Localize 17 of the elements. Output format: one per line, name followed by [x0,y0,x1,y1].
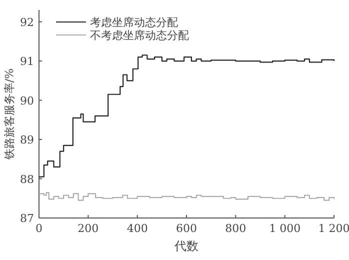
y-tick-label: 90 [20,94,34,108]
x-tick-label: 0 [36,222,42,235]
x-tick-label: 600 [176,222,197,235]
x-tick-label: 1 200 [318,222,349,235]
y-tick-label: 89 [20,134,34,147]
y-tick-label: 87 [20,212,34,225]
x-tick-label: 800 [225,222,246,235]
legend-label: 不考虑坐席动态分配 [90,29,189,42]
y-axis-title: 铁路旅客服务率/% [3,68,16,161]
y-tick-label: 91 [20,55,34,68]
x-tick-label: 400 [126,222,148,235]
legend-label: 考虑坐席动态分配 [90,16,178,29]
x-tick-label: 200 [78,222,99,235]
x-tick-label: 1 000 [269,222,301,235]
y-tick-label: 88 [20,172,34,186]
x-axis-title: 代数 [174,239,198,253]
y-tick-label: 92 [20,16,34,29]
